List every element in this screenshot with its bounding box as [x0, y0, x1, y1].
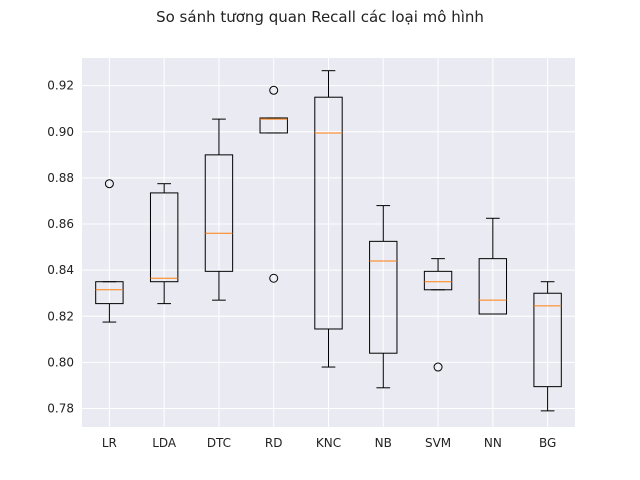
box-lda	[149, 183, 179, 305]
outlier-point	[269, 273, 279, 283]
box-rd	[259, 85, 288, 283]
box-body	[204, 154, 234, 272]
y-tick-label: 0.78	[47, 402, 74, 416]
x-tick-label: NB	[375, 436, 392, 450]
box-body	[149, 192, 179, 283]
box-body	[314, 96, 343, 330]
x-tick-label: LR	[102, 436, 117, 450]
outlier-point	[104, 179, 114, 189]
x-tick-label: NN	[484, 436, 502, 450]
x-tick-label: BG	[539, 436, 556, 450]
box-body	[369, 240, 398, 354]
y-tick-label: 0.84	[47, 263, 74, 277]
y-tick-label: 0.90	[47, 125, 74, 139]
y-tick-label: 0.80	[47, 355, 74, 369]
box-dtc	[204, 118, 234, 301]
y-tick-label: 0.86	[47, 217, 74, 231]
box-body	[95, 281, 124, 305]
box-nn	[478, 217, 508, 315]
y-tick-label: 0.92	[47, 79, 74, 93]
x-tick-label: RD	[265, 436, 283, 450]
y-axis: 0.78 0.80 0.82 0.84 0.86 0.88 0.90 0.92	[47, 79, 74, 416]
outlier-point	[269, 85, 279, 95]
y-tick-label: 0.82	[47, 309, 74, 323]
x-tick-label: SVM	[425, 436, 451, 450]
box-nb	[369, 205, 398, 389]
outlier-point	[433, 362, 443, 372]
x-axis: LR LDA DTC RD KNC NB SVM NN BG	[102, 436, 556, 450]
y-tick-label: 0.88	[47, 171, 74, 185]
box-body	[259, 117, 288, 134]
x-tick-label: KNC	[316, 436, 341, 450]
box-svm	[423, 258, 453, 372]
box-body	[533, 292, 562, 388]
box-knc	[314, 70, 343, 368]
box-body	[423, 270, 453, 291]
box-lr	[95, 179, 124, 323]
x-tick-label: DTC	[207, 436, 231, 450]
box-bg	[533, 281, 562, 412]
chart-title: So sánh tương quan Recall các loại mô hì…	[156, 8, 484, 26]
x-tick-label: LDA	[152, 436, 177, 450]
box-series	[95, 70, 562, 412]
box-body	[478, 258, 508, 315]
